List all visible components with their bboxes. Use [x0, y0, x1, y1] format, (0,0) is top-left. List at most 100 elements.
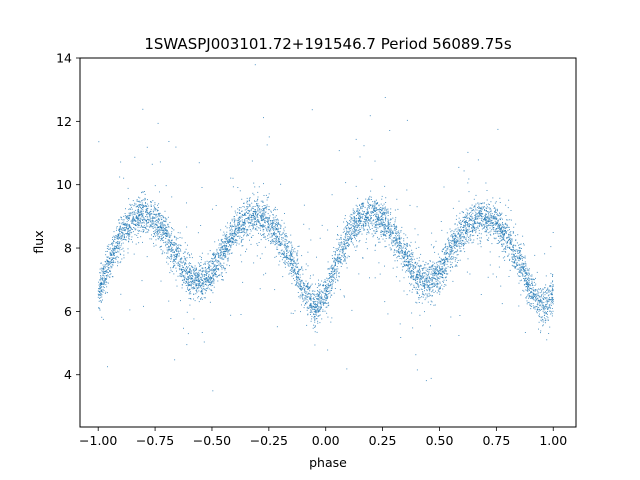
data-point	[404, 254, 406, 256]
data-point	[124, 224, 126, 226]
data-point	[205, 280, 206, 282]
data-point	[436, 269, 438, 271]
data-point	[552, 232, 554, 233]
data-point	[287, 258, 289, 260]
data-point	[374, 200, 376, 202]
data-point	[444, 277, 446, 279]
data-point	[356, 223, 358, 224]
data-point	[356, 226, 358, 228]
data-point	[385, 208, 387, 210]
data-point	[376, 214, 378, 216]
data-point	[517, 234, 519, 236]
data-point	[172, 242, 174, 244]
data-point	[103, 290, 105, 292]
data-point	[205, 289, 207, 291]
data-point	[461, 243, 463, 245]
data-point	[128, 230, 130, 232]
data-point	[173, 260, 175, 262]
data-point	[236, 225, 238, 227]
data-point	[552, 290, 554, 292]
data-point	[182, 268, 184, 270]
data-point	[355, 250, 357, 251]
data-point	[344, 245, 346, 247]
data-point	[494, 229, 496, 231]
data-point	[551, 308, 553, 309]
data-point	[114, 257, 116, 259]
data-point	[331, 290, 332, 291]
data-point	[247, 203, 249, 205]
data-point	[237, 218, 239, 220]
data-point	[499, 223, 501, 225]
data-point	[356, 223, 358, 225]
data-point	[411, 276, 413, 278]
data-point	[406, 265, 407, 266]
data-point	[331, 264, 333, 266]
data-point	[216, 250, 218, 252]
data-point	[499, 212, 500, 214]
data-point	[262, 212, 264, 214]
data-point	[154, 203, 156, 205]
data-point	[401, 226, 403, 228]
data-point	[329, 291, 331, 293]
data-point	[356, 235, 358, 237]
data-point	[107, 256, 109, 258]
data-point	[335, 248, 337, 250]
data-point	[357, 227, 359, 229]
data-point	[223, 254, 224, 256]
data-point	[318, 300, 320, 302]
data-point	[526, 295, 528, 297]
data-point	[532, 294, 534, 296]
data-point	[523, 280, 525, 282]
data-point	[498, 236, 500, 237]
data-point	[331, 280, 333, 282]
data-point	[220, 265, 222, 267]
data-point	[284, 243, 286, 245]
data-point	[455, 235, 457, 237]
data-point	[327, 278, 329, 280]
data-point	[155, 214, 157, 216]
data-point	[297, 277, 299, 279]
data-point	[512, 246, 514, 248]
data-point	[538, 307, 540, 308]
data-point	[312, 303, 314, 305]
data-point	[454, 235, 455, 237]
data-point	[495, 231, 497, 233]
data-point	[410, 260, 412, 262]
data-point	[172, 245, 174, 247]
data-point	[262, 226, 264, 228]
data-point	[486, 190, 488, 191]
data-point	[234, 218, 236, 220]
data-point	[400, 251, 402, 253]
data-point	[207, 253, 209, 255]
data-point	[378, 241, 380, 243]
data-point	[226, 238, 228, 240]
data-point	[401, 237, 402, 239]
data-point	[222, 242, 224, 244]
data-point	[501, 240, 503, 242]
data-point	[236, 220, 238, 222]
data-point	[410, 258, 412, 260]
data-point	[250, 243, 252, 245]
data-point	[476, 238, 478, 240]
data-point	[334, 269, 336, 271]
data-point	[463, 226, 465, 228]
data-point	[421, 281, 423, 283]
data-point	[498, 266, 500, 268]
data-point	[424, 275, 426, 277]
data-point	[171, 243, 173, 245]
data-point	[495, 201, 497, 203]
data-point	[293, 263, 295, 265]
data-point	[276, 248, 278, 250]
data-point	[349, 228, 351, 230]
data-point	[528, 281, 530, 283]
data-point	[379, 226, 381, 228]
data-point	[403, 238, 405, 240]
data-point	[225, 225, 227, 227]
data-point	[355, 185, 357, 187]
data-point	[187, 266, 189, 268]
data-point	[253, 227, 255, 229]
data-point	[112, 250, 114, 252]
data-point	[169, 272, 171, 274]
data-point	[469, 212, 470, 214]
data-point	[134, 204, 136, 206]
